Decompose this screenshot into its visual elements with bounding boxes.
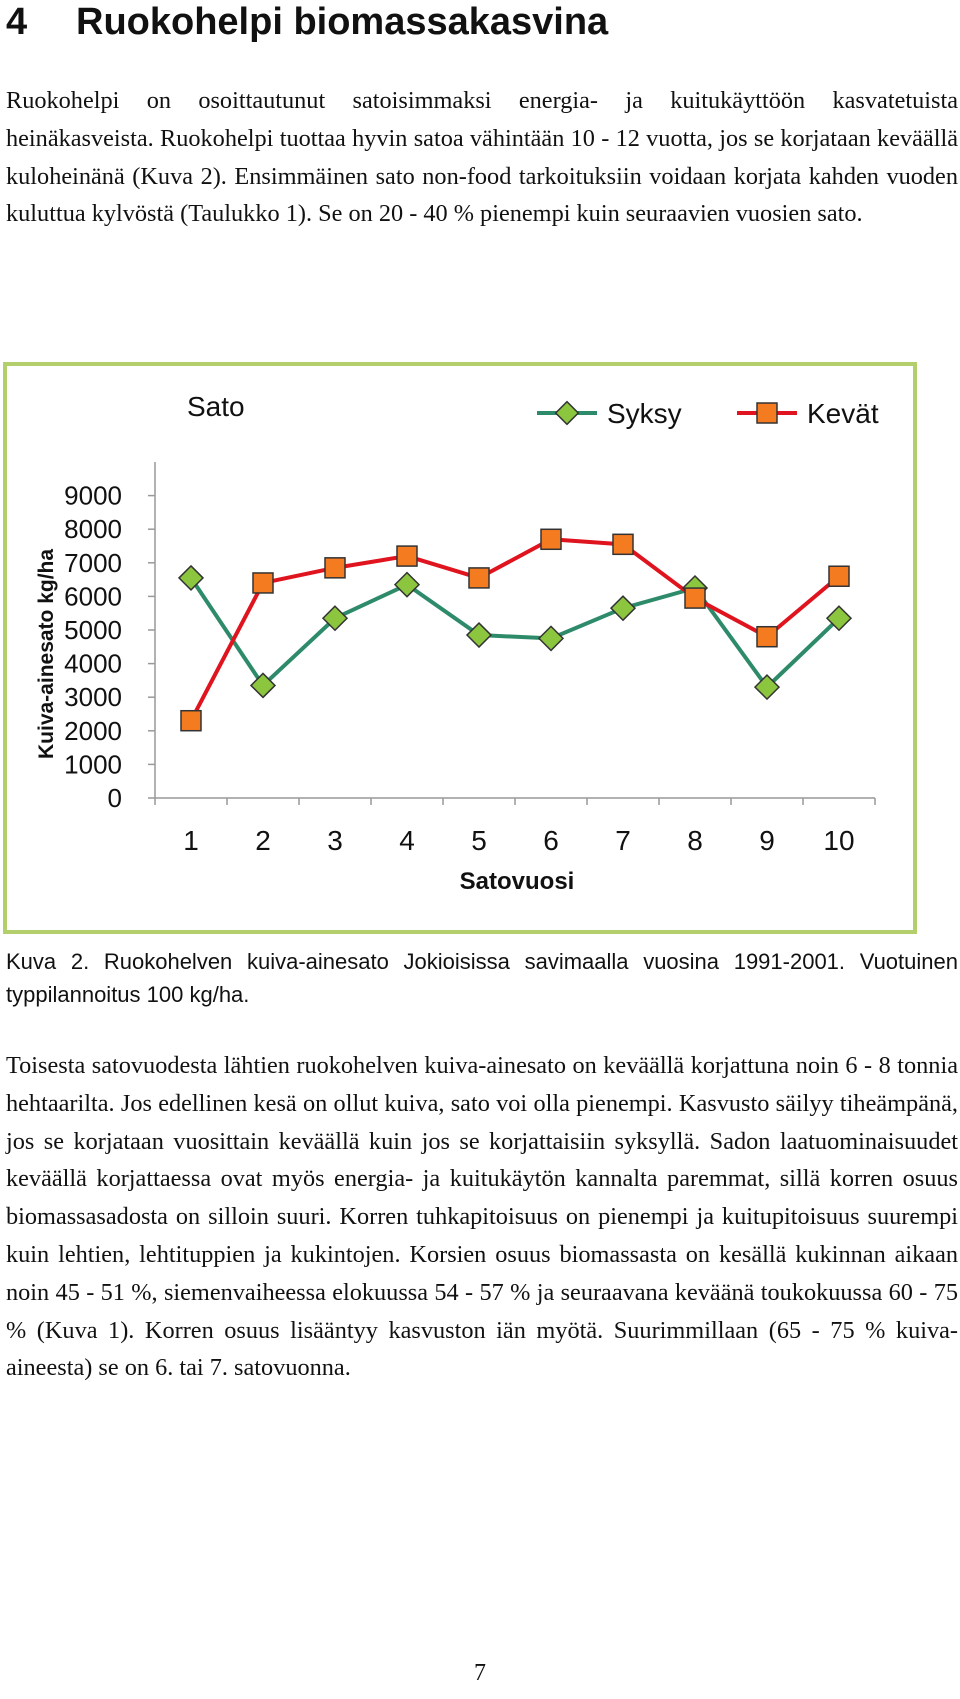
figure-frame: Sato Syksy Kevät Kuiva-ainesato kg/ha 0 1… (3, 362, 917, 934)
data-point-syksy (393, 571, 421, 598)
data-point-syksy (825, 605, 853, 632)
x-tick-label: 7 (615, 825, 631, 856)
chart-legend: Syksy Kevät (537, 398, 879, 429)
data-point-kevt (756, 625, 778, 648)
page-number: 7 (474, 1660, 486, 1686)
y-tick-label: 4000 (64, 649, 122, 679)
y-tick-label: 0 (108, 783, 122, 813)
y-tick-label: 6000 (64, 581, 122, 611)
data-point-kevt (396, 545, 418, 567)
x-tick-label: 9 (759, 825, 775, 856)
body-paragraph: Toisesta satovuodesta lähtien ruokohelve… (6, 1052, 958, 1382)
data-point-kevt (684, 587, 706, 609)
data-point-kevt (324, 557, 346, 579)
data-point-syksy (753, 674, 781, 701)
series-layer (177, 528, 853, 732)
series-line-syksy (189, 576, 841, 690)
data-point-syksy (537, 625, 565, 652)
y-tick-label: 1000 (64, 749, 122, 779)
data-point-syksy (177, 564, 205, 591)
data-point-kevt (612, 533, 634, 556)
data-point-kevt (828, 565, 850, 587)
y-tick-label: 3000 (64, 682, 122, 712)
x-tick-label: 1 (183, 825, 199, 856)
x-tick-label: 6 (543, 825, 559, 856)
x-axis-ticks: 1 2 3 4 5 6 7 8 9 10 (154, 798, 876, 856)
y-tick-label: 9000 (64, 481, 122, 511)
data-point-syksy (465, 621, 493, 649)
x-tick-label: 10 (823, 825, 854, 856)
x-tick-label: 2 (255, 825, 271, 856)
legend-marker-kevat (756, 402, 778, 424)
section-heading: 4 Ruokohelpi biomassakasvina (6, 0, 608, 44)
legend-marker-syksy (554, 400, 580, 426)
intro-paragraph: Ruokohelpi on osoittautunut satoisimmaks… (6, 87, 958, 228)
x-tick-label: 3 (327, 825, 343, 856)
data-point-kevt (468, 567, 490, 589)
figure-caption: Kuva 2. Ruokohelven kuiva-ainesato Jokio… (6, 949, 958, 1007)
y-tick-label: 2000 (64, 716, 122, 746)
x-tick-label: 5 (471, 825, 487, 856)
section-title: Ruokohelpi biomassakasvina (76, 1, 609, 43)
data-point-syksy (609, 595, 637, 622)
y-axis-label: Kuiva-ainesato kg/ha (35, 549, 58, 759)
legend-label-syksy: Syksy (607, 398, 682, 429)
data-point-kevt (180, 709, 202, 732)
chart-title: Sato (187, 391, 245, 422)
series-line-kevt (189, 537, 841, 722)
data-point-kevt (540, 528, 562, 551)
x-tick-label: 4 (399, 825, 415, 856)
data-point-syksy (249, 672, 277, 699)
section-number: 4 (6, 1, 28, 43)
data-point-kevt (252, 572, 274, 594)
y-tick-label: 5000 (64, 615, 122, 645)
y-tick-label: 8000 (64, 514, 122, 544)
x-axis-label: Satovuosi (460, 868, 575, 895)
legend-label-kevat: Kevät (807, 398, 879, 429)
y-tick-label: 7000 (64, 548, 122, 578)
data-point-syksy (321, 605, 349, 632)
yield-chart: Sato Syksy Kevät Kuiva-ainesato kg/ha 0 1… (35, 391, 879, 895)
x-tick-label: 8 (687, 825, 703, 856)
